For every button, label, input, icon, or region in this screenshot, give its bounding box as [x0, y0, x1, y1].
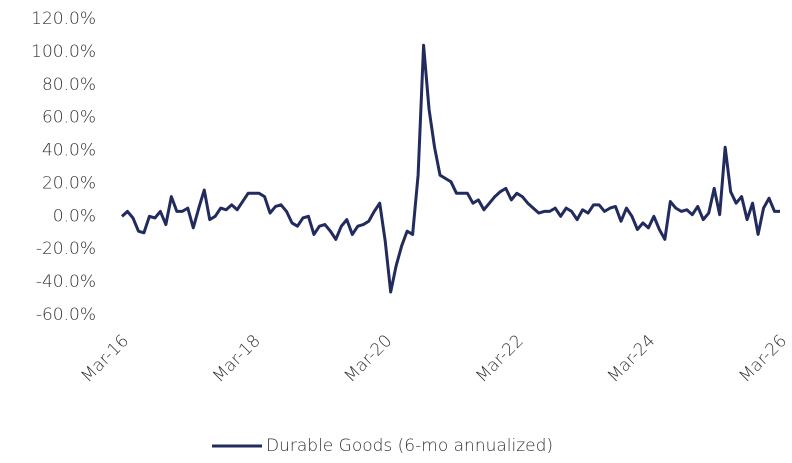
y-tick-label: 60.0% [42, 108, 96, 128]
y-tick-label: 80.0% [42, 75, 96, 95]
y-tick-label: -20.0% [36, 239, 96, 259]
x-tick-label: Mar-24 [604, 331, 660, 387]
x-tick-label: Mar-20 [341, 331, 397, 387]
x-tick-label: Mar-26 [735, 331, 791, 387]
series-line [120, 43, 780, 294]
y-tick-label: -60.0% [36, 305, 96, 325]
y-tick-label: 40.0% [42, 141, 96, 161]
y-tick-label: 20.0% [42, 173, 96, 193]
x-tick-label: Mar-22 [472, 331, 528, 387]
y-tick-label: -40.0% [36, 272, 96, 292]
y-tick-label: 0.0% [53, 206, 96, 226]
legend-label: Durable Goods (6-mo annualized) [266, 436, 553, 456]
y-tick-label: 100.0% [31, 42, 96, 62]
x-tick-label: Mar-18 [209, 331, 265, 387]
y-tick-label: 120.0% [31, 9, 96, 29]
x-tick-label: Mar-16 [77, 331, 133, 387]
